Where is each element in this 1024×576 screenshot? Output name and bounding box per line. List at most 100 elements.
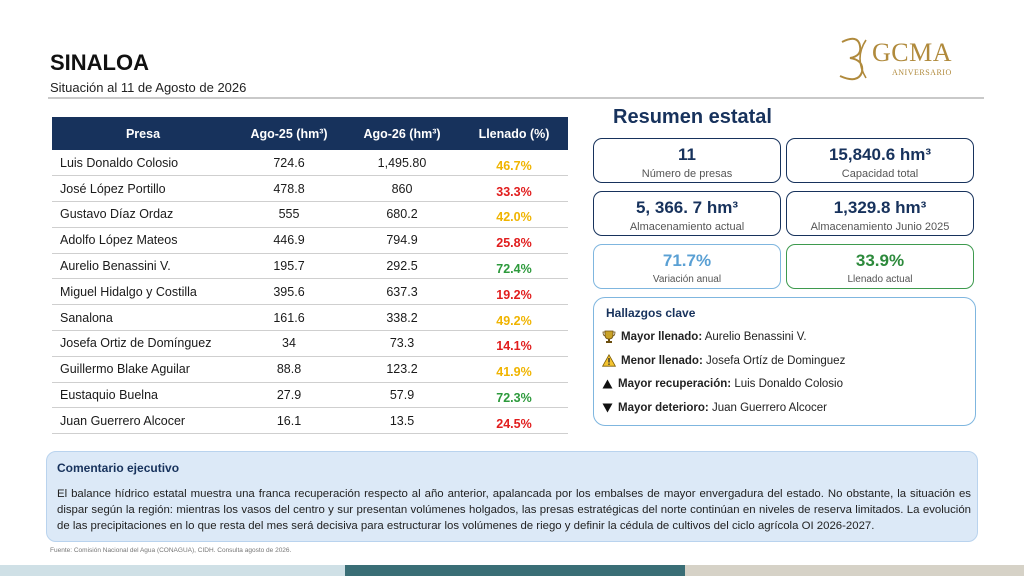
- presa-name-cell: Adolfo López Mateos: [52, 227, 234, 254]
- presa-name-cell: José López Portillo: [52, 175, 234, 203]
- hallazgo-value: Juan Guerrero Alcocer: [708, 402, 828, 414]
- table-row: José López Portillo 478.8 860 33.3%: [52, 175, 568, 203]
- ago26-cell: 794.9: [344, 227, 460, 254]
- card-value: 5, 366. 7 hm³: [635, 198, 739, 217]
- header-divider: [48, 97, 984, 99]
- llenado-cell: 19.2%: [460, 278, 568, 306]
- footer-bar-dark: [345, 565, 685, 576]
- card-value: 71.7%: [662, 251, 712, 270]
- table-row: Miguel Hidalgo y Costilla 395.6 637.3 19.2%: [52, 278, 568, 306]
- ago26-cell: 1,495.80: [344, 150, 460, 177]
- ago25-cell: 555: [234, 201, 344, 228]
- resumen-title: Resumen estatal: [613, 106, 772, 128]
- presa-name-cell: Josefa Ortiz de Domínguez: [52, 330, 234, 357]
- card-llenado-actual: 33.9% Llenado actual: [786, 244, 974, 289]
- llenado-cell: 42.0%: [460, 201, 568, 228]
- ago25-cell: 16.1: [234, 407, 344, 435]
- ago25-cell: 478.8: [234, 175, 344, 203]
- ago26-cell: 292.5: [344, 253, 460, 280]
- table-row: Josefa Ortiz de Domínguez 34 73.3 14.1%: [52, 330, 568, 357]
- trophy-icon: [602, 330, 616, 343]
- llenado-cell: 41.9%: [460, 356, 568, 383]
- ago26-cell: 123.2: [344, 356, 460, 383]
- card-almacenamiento-junio: 1,329.8 hm³ Almacenamiento Junio 2025: [786, 191, 974, 236]
- llenado-cell: 49.2%: [460, 304, 568, 332]
- ago26-cell: 860: [344, 175, 460, 203]
- presa-name-cell: Juan Guerrero Alcocer: [52, 407, 234, 435]
- card-label: Número de presas: [641, 168, 733, 180]
- table-row: Eustaquio Buelna 27.9 57.9 72.3%: [52, 382, 568, 409]
- presa-name-cell: Luis Donaldo Colosio: [52, 150, 234, 177]
- ago25-cell: 724.6: [234, 150, 344, 177]
- column-header-presa: Presa: [52, 117, 234, 150]
- ago25-cell: 27.9: [234, 382, 344, 409]
- llenado-cell: 72.4%: [460, 253, 568, 280]
- hallazgo-value: Luis Donaldo Colosio: [731, 378, 843, 390]
- card-capacidad-total: 15,840.6 hm³ Capacidad total: [786, 138, 974, 183]
- presas-table: Presa Ago-25 (hm³) Ago-26 (hm³) Llenado …: [52, 117, 568, 435]
- source-note: Fuente: Comisión Nacional del Agua (CONA…: [50, 547, 292, 554]
- hallazgo-value: Josefa Ortíz de Dominguez: [702, 354, 846, 367]
- logo-text: GCMA: [872, 38, 953, 67]
- footer-bar-beige: [685, 565, 1024, 576]
- warning-icon: [602, 354, 616, 367]
- card-almacenamiento-actual: 5, 366. 7 hm³ Almacenamiento actual: [593, 191, 781, 236]
- llenado-cell: 14.1%: [460, 330, 568, 357]
- comentario-panel: Comentario ejecutivo El balance hídrico …: [46, 451, 978, 542]
- presa-name-cell: Gustavo Díaz Ordaz: [52, 201, 234, 228]
- hallazgos-title: Hallazgos clave: [606, 306, 696, 320]
- hallazgo-label: Menor llenado:: [621, 354, 703, 367]
- hallazgo-menor-llenado: Menor llenado: Josefa Ortíz de Dominguez: [602, 354, 845, 367]
- ago25-cell: 395.6: [234, 278, 344, 306]
- hallazgo-mayor-recuperacion: Mayor recuperación: Luis Donaldo Colosio: [602, 378, 843, 390]
- llenado-cell: 33.3%: [460, 175, 568, 203]
- triangle-up-icon: [602, 379, 613, 389]
- card-label: Variación anual: [652, 274, 722, 285]
- footer-bar-light: [0, 565, 345, 576]
- card-numero-presas: 11 Número de presas: [593, 138, 781, 183]
- triangle-down-icon: [602, 403, 613, 413]
- table-row: Luis Donaldo Colosio 724.6 1,495.80 46.7%: [52, 150, 568, 177]
- card-label: Llenado actual: [847, 274, 913, 285]
- hallazgo-label: Mayor llenado:: [621, 331, 703, 343]
- hallazgo-mayor-deterioro: Mayor deterioro: Juan Guerrero Alcocer: [602, 402, 827, 414]
- ago25-cell: 161.6: [234, 304, 344, 332]
- ago26-cell: 680.2: [344, 201, 460, 228]
- presa-name-cell: Aurelio Benassini V.: [52, 253, 234, 280]
- card-value: 15,840.6 hm³: [828, 145, 932, 164]
- hallazgos-panel: Hallazgos clave Mayor llenado: Aurelio B…: [593, 297, 976, 426]
- ago25-cell: 446.9: [234, 227, 344, 254]
- hallazgo-label: Mayor recuperación:: [618, 378, 732, 390]
- column-header-ago26: Ago-26 (hm³): [344, 117, 460, 150]
- presa-name-cell: Eustaquio Buelna: [52, 382, 234, 409]
- hallazgo-mayor-llenado: Mayor llenado: Aurelio Benassini V.: [602, 330, 807, 344]
- page-title: SINALOA: [50, 50, 149, 75]
- card-value: 33.9%: [855, 251, 905, 270]
- table-header-row: Presa Ago-25 (hm³) Ago-26 (hm³) Llenado …: [52, 117, 568, 150]
- comentario-body: El balance hídrico estatal muestra una f…: [57, 488, 971, 532]
- ago26-cell: 57.9: [344, 382, 460, 409]
- table-row: Guillermo Blake Aguilar 88.8 123.2 41.9%: [52, 356, 568, 383]
- table-row: Gustavo Díaz Ordaz 555 680.2 42.0%: [52, 201, 568, 228]
- card-label: Almacenamiento actual: [629, 221, 745, 233]
- llenado-cell: 72.3%: [460, 382, 568, 409]
- presa-name-cell: Sanalona: [52, 304, 234, 332]
- hallazgo-value: Aurelio Benassini V.: [702, 331, 807, 343]
- ago26-cell: 13.5: [344, 407, 460, 435]
- card-label: Almacenamiento Junio 2025: [810, 221, 950, 233]
- hallazgo-label: Mayor deterioro:: [618, 402, 709, 414]
- card-value: 1,329.8 hm³: [833, 198, 927, 217]
- comentario-title: Comentario ejecutivo: [57, 461, 180, 475]
- card-variacion-anual: 71.7% Variación anual: [593, 244, 781, 289]
- gcma-30-logo: [839, 37, 867, 81]
- llenado-cell: 46.7%: [460, 150, 568, 177]
- column-header-ago25: Ago-25 (hm³): [234, 117, 344, 150]
- llenado-cell: 25.8%: [460, 227, 568, 254]
- ago25-cell: 88.8: [234, 356, 344, 383]
- card-label: Capacidad total: [841, 168, 919, 180]
- table-row: Sanalona 161.6 338.2 49.2%: [52, 304, 568, 332]
- ago26-cell: 637.3: [344, 278, 460, 306]
- table-row: Juan Guerrero Alcocer 16.1 13.5 24.5%: [52, 407, 568, 435]
- presa-name-cell: Miguel Hidalgo y Costilla: [52, 278, 234, 306]
- ago26-cell: 338.2: [344, 304, 460, 332]
